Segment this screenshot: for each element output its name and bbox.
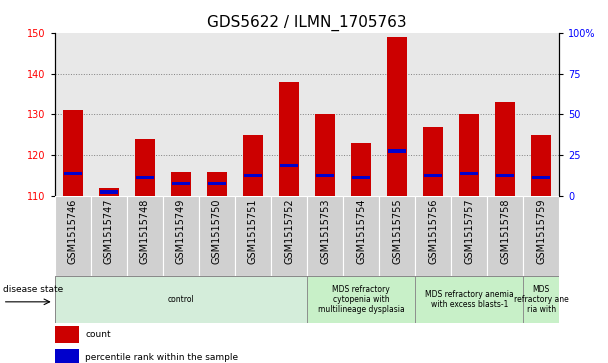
Bar	[171, 171, 191, 196]
Text: GSM1515755: GSM1515755	[392, 199, 402, 264]
Text: MDS refractory
cytopenia with
multilineage dysplasia: MDS refractory cytopenia with multilinea…	[318, 285, 404, 314]
Bar	[523, 196, 559, 276]
Bar	[243, 135, 263, 196]
Title: GDS5622 / ILMN_1705763: GDS5622 / ILMN_1705763	[207, 15, 407, 31]
Bar	[55, 326, 79, 343]
Bar	[496, 174, 514, 177]
Bar	[307, 196, 343, 276]
Bar	[460, 172, 478, 175]
Bar	[55, 276, 307, 323]
Bar	[388, 150, 406, 153]
Text: disease state: disease state	[3, 285, 63, 294]
Text: MDS
refractory ane
ria with: MDS refractory ane ria with	[514, 285, 568, 314]
Bar	[280, 164, 298, 167]
Bar	[315, 114, 335, 196]
Text: GSM1515758: GSM1515758	[500, 199, 510, 264]
Bar	[415, 276, 523, 323]
Bar	[199, 196, 235, 276]
Text: GSM1515746: GSM1515746	[67, 199, 78, 264]
Bar	[424, 174, 442, 177]
Bar	[487, 196, 523, 276]
Text: GSM1515749: GSM1515749	[176, 199, 186, 264]
Text: GSM1515747: GSM1515747	[104, 199, 114, 264]
Text: GSM1515752: GSM1515752	[284, 199, 294, 264]
Bar	[523, 276, 559, 323]
Bar	[531, 135, 551, 196]
Bar	[55, 196, 91, 276]
Bar	[207, 171, 227, 196]
Bar	[316, 174, 334, 177]
Text: GSM1515751: GSM1515751	[248, 199, 258, 264]
Text: GSM1515756: GSM1515756	[428, 199, 438, 264]
Text: GSM1515754: GSM1515754	[356, 199, 366, 264]
Bar	[127, 196, 163, 276]
Text: GSM1515759: GSM1515759	[536, 199, 547, 264]
Text: GSM1515748: GSM1515748	[140, 199, 150, 264]
Bar	[352, 176, 370, 179]
Text: control: control	[168, 295, 194, 304]
Bar	[423, 127, 443, 196]
Text: count: count	[85, 330, 111, 339]
Bar	[91, 196, 127, 276]
Bar	[379, 196, 415, 276]
Bar	[244, 174, 262, 177]
Bar	[307, 276, 415, 323]
Bar	[343, 196, 379, 276]
Bar	[99, 188, 119, 196]
Bar	[533, 176, 550, 179]
Bar	[135, 139, 155, 196]
Bar	[271, 196, 307, 276]
Bar	[100, 190, 118, 193]
Bar	[172, 182, 190, 185]
Bar	[459, 114, 479, 196]
Bar	[279, 82, 299, 196]
Bar	[64, 172, 81, 175]
Bar	[387, 37, 407, 196]
Bar	[55, 349, 79, 363]
Bar	[136, 176, 154, 179]
Bar	[208, 182, 226, 185]
Text: GSM1515750: GSM1515750	[212, 199, 222, 264]
Bar	[163, 196, 199, 276]
Bar	[451, 196, 487, 276]
Bar	[235, 196, 271, 276]
Bar	[415, 196, 451, 276]
Text: GSM1515753: GSM1515753	[320, 199, 330, 264]
Bar	[351, 143, 371, 196]
Text: MDS refractory anemia
with excess blasts-1: MDS refractory anemia with excess blasts…	[425, 290, 514, 309]
Text: percentile rank within the sample: percentile rank within the sample	[85, 353, 238, 362]
Bar	[496, 102, 515, 196]
Text: GSM1515757: GSM1515757	[465, 199, 474, 264]
Bar	[63, 110, 83, 196]
